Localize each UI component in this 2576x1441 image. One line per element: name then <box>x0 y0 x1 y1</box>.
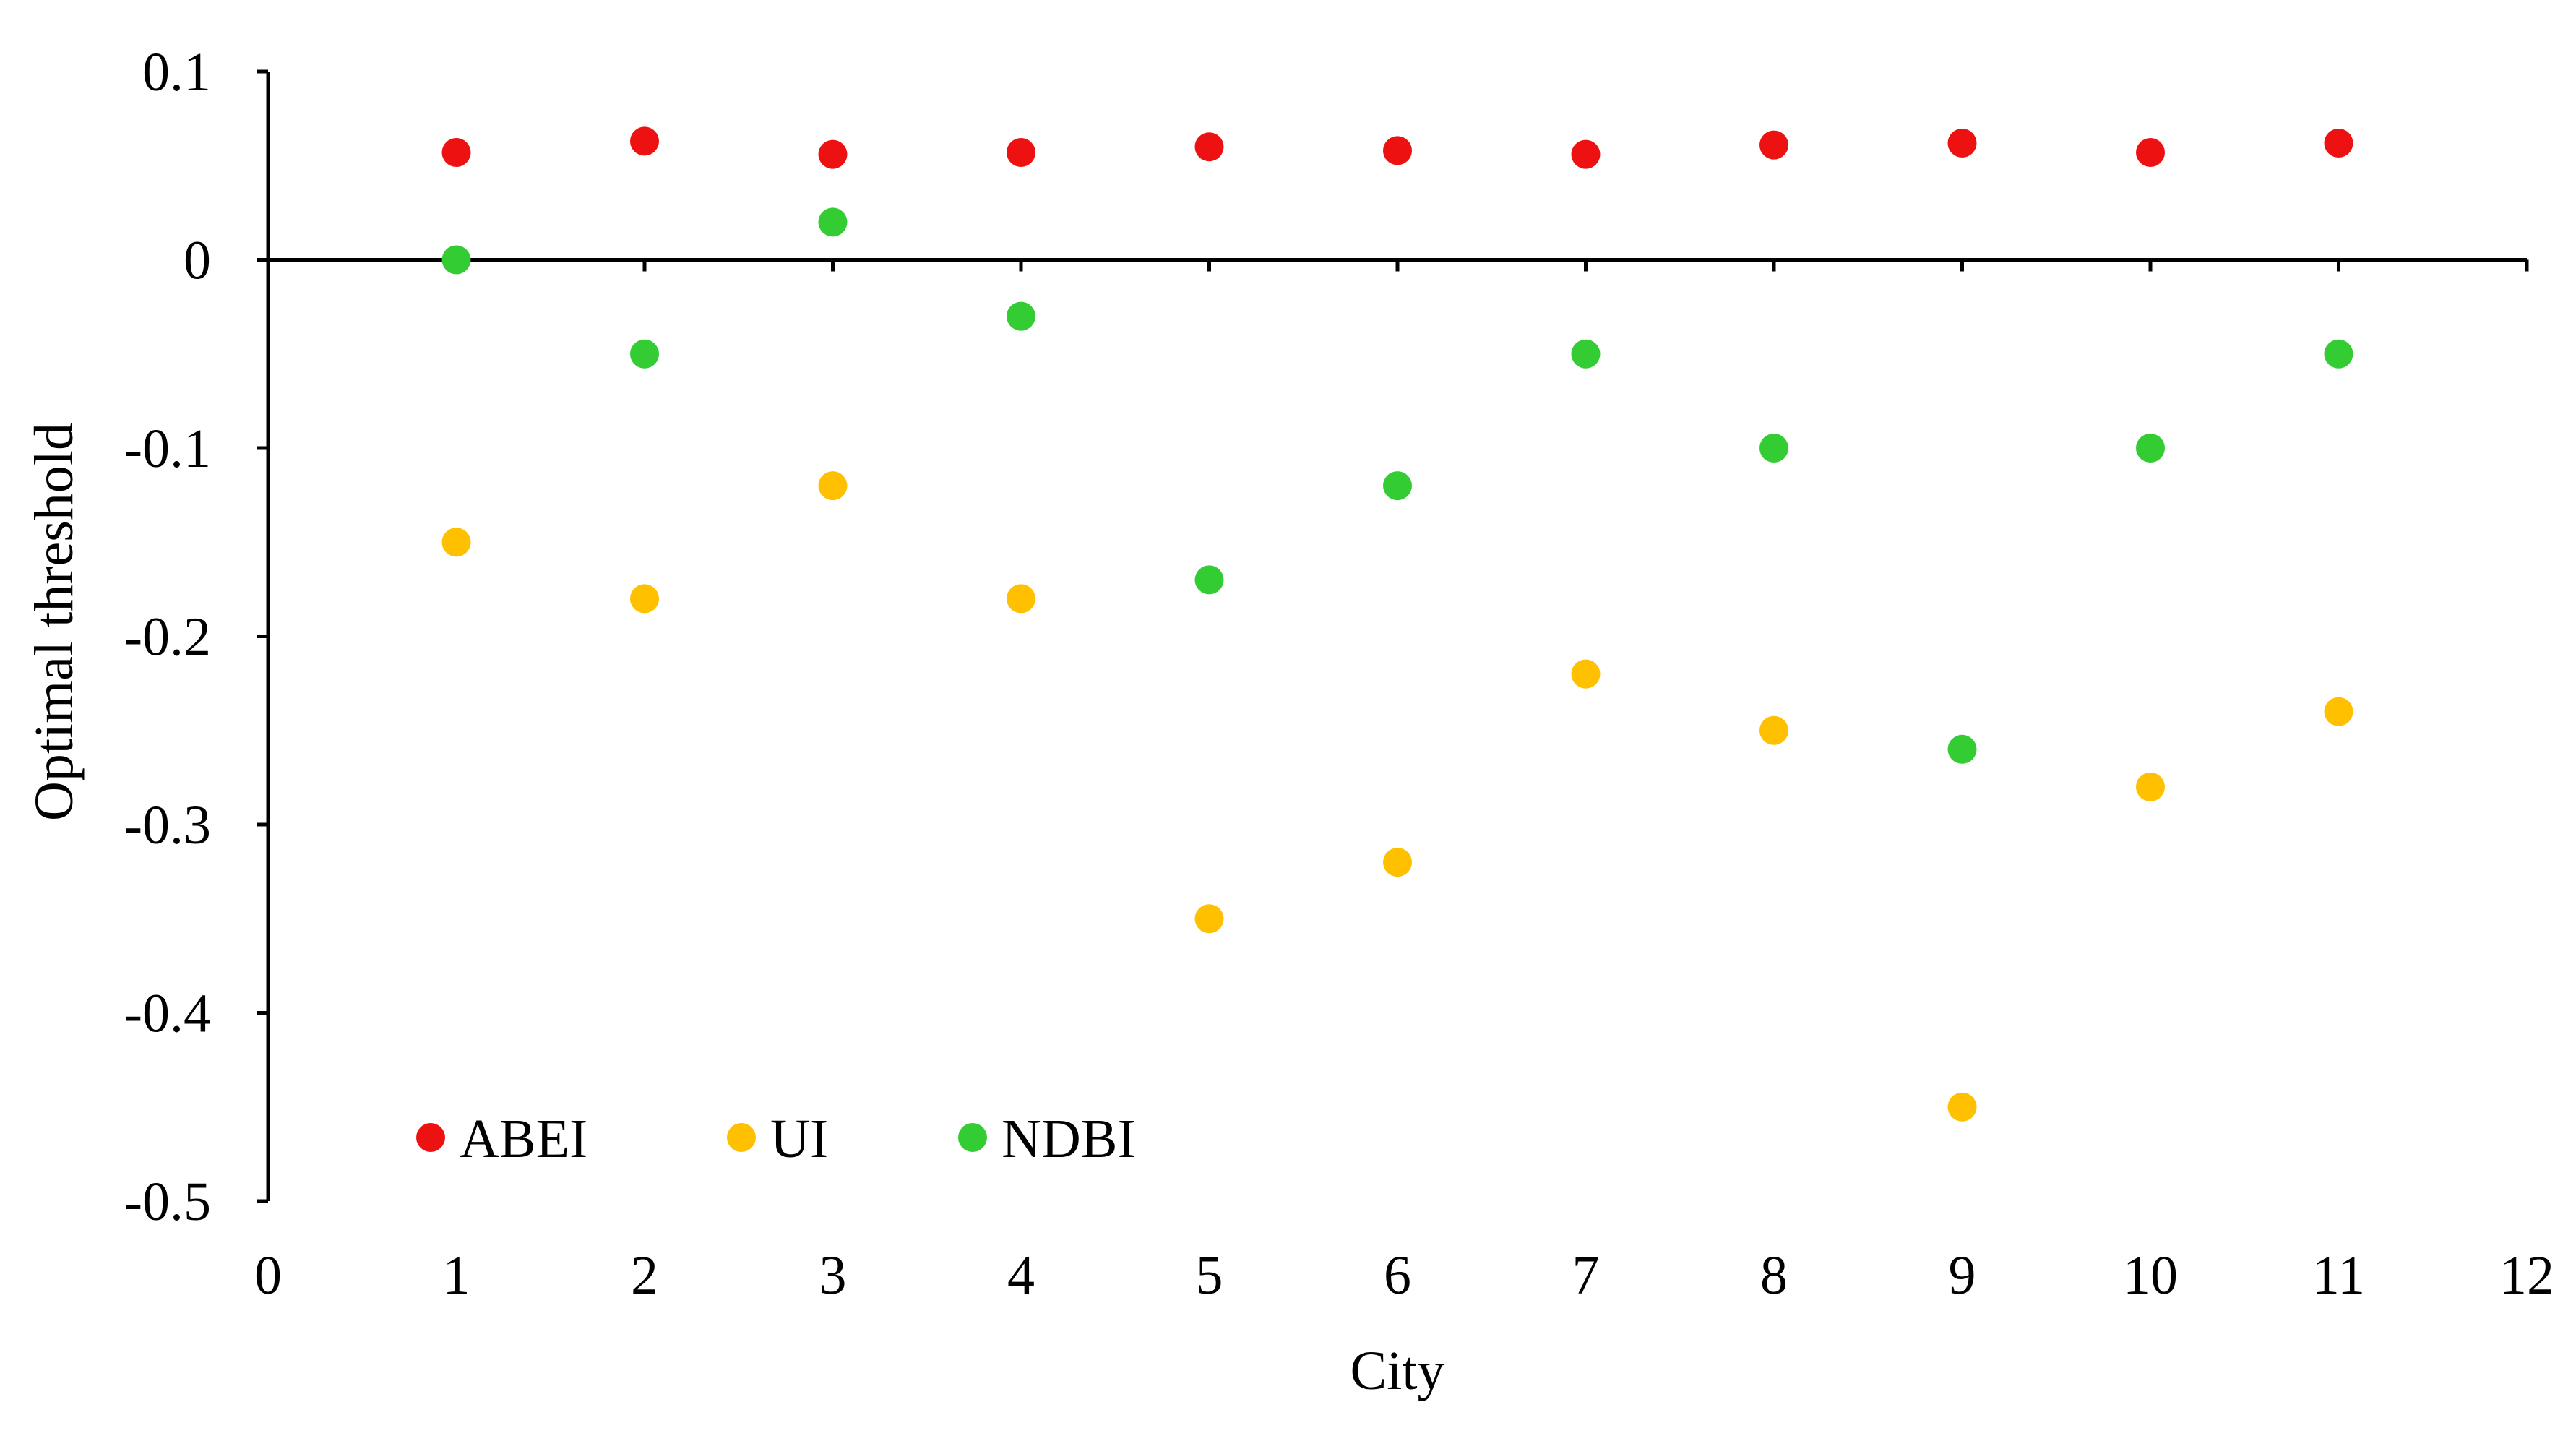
data-point-ui <box>2324 697 2353 726</box>
data-point-ui <box>1194 904 1224 934</box>
data-point-abei <box>2324 128 2353 158</box>
y-axis-title: Optimal threshold <box>24 423 85 821</box>
x-tick-label: 0 <box>254 1245 282 1306</box>
data-point-abei <box>1947 128 1977 158</box>
data-point-ui <box>1947 1092 1977 1122</box>
data-point-ui <box>818 471 848 501</box>
data-point-ui <box>2136 772 2165 801</box>
x-tick-label: 9 <box>1949 1245 1976 1306</box>
data-point-abei <box>1383 136 1412 165</box>
y-tick-label: -0.3 <box>124 795 211 856</box>
legend-item-ndbi: NDBI <box>958 1109 1136 1169</box>
legend-marker <box>416 1123 445 1152</box>
data-point-ndbi <box>1947 734 1977 764</box>
y-tick-label: -0.2 <box>124 607 211 668</box>
x-tick-label: 3 <box>819 1245 847 1306</box>
y-axis-ticks: 0.1 0 -0.1 -0.2 -0.3 -0.4 -0.5 <box>124 42 268 1232</box>
data-point-ndbi <box>441 245 471 275</box>
x-tick-label: 8 <box>1760 1245 1788 1306</box>
data-point-abei <box>441 138 471 168</box>
y-tick-label: -0.4 <box>124 984 211 1044</box>
y-tick-label: -0.5 <box>124 1171 211 1232</box>
x-tick-label: 1 <box>443 1245 470 1306</box>
data-point-ndbi <box>818 207 848 237</box>
legend-label: NDBI <box>1001 1109 1136 1169</box>
x-axis-title: City <box>1351 1341 1445 1401</box>
data-point-abei <box>630 126 659 156</box>
x-tick-label: 7 <box>1572 1245 1600 1306</box>
y-tick-label: 0 <box>184 231 211 291</box>
legend-label: ABEI <box>460 1109 587 1169</box>
data-point-ui <box>441 528 471 557</box>
series-abei <box>441 126 2353 169</box>
x-tick-label: 11 <box>2312 1245 2365 1306</box>
x-tick-label: 10 <box>2123 1245 2178 1306</box>
series-ui <box>441 471 2353 1122</box>
data-point-abei <box>1571 139 1601 169</box>
x-tick-label: 12 <box>2499 1245 2554 1306</box>
legend-item-ui: UI <box>727 1109 828 1169</box>
data-point-abei <box>2136 138 2165 168</box>
y-tick-label: -0.1 <box>124 418 211 479</box>
data-point-ui <box>1007 584 1035 614</box>
x-axis-ticks: 0 1 2 3 4 5 6 7 8 9 10 11 12 <box>254 259 2554 1306</box>
data-point-ndbi <box>2324 339 2353 369</box>
x-tick-label: 5 <box>1196 1245 1223 1306</box>
data-point-ndbi <box>1759 434 1788 463</box>
data-point-ui <box>1571 659 1601 689</box>
y-tick-label: 0.1 <box>142 42 211 103</box>
legend: ABEI UI NDBI <box>416 1109 1136 1169</box>
data-point-ndbi <box>1007 301 1035 331</box>
data-point-abei <box>1007 138 1035 168</box>
data-points <box>441 126 2353 1122</box>
series-ndbi <box>441 207 2353 764</box>
data-point-ndbi <box>1571 339 1601 369</box>
x-tick-label: 4 <box>1007 1245 1035 1306</box>
data-point-ndbi <box>1194 565 1224 595</box>
data-point-ndbi <box>2136 434 2165 463</box>
legend-marker <box>727 1123 756 1152</box>
data-point-ui <box>1759 715 1788 745</box>
legend-item-abei: ABEI <box>416 1109 587 1169</box>
data-point-ui <box>1383 848 1412 877</box>
data-point-ndbi <box>630 339 659 369</box>
data-point-ui <box>630 584 659 614</box>
data-point-abei <box>1759 130 1788 160</box>
data-point-ndbi <box>1383 471 1412 501</box>
x-tick-label: 2 <box>631 1245 658 1306</box>
data-point-abei <box>818 139 848 169</box>
x-tick-label: 6 <box>1384 1245 1411 1306</box>
data-point-abei <box>1194 132 1224 162</box>
legend-label: UI <box>770 1109 828 1169</box>
legend-marker <box>958 1123 987 1152</box>
axes: 0 1 2 3 4 5 6 7 8 9 10 11 12 0.10-0.1-0.2-0.3-0.4-0.… <box>124 42 2554 1306</box>
